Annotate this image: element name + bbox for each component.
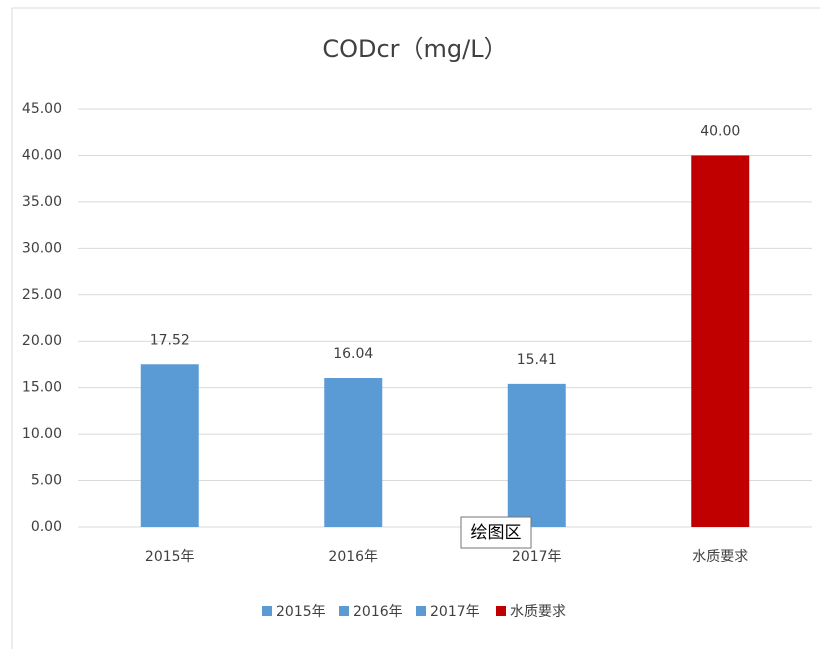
x-tick-label: 2016年 xyxy=(328,549,378,565)
y-tick-label: 15.00 xyxy=(22,380,62,396)
legend-swatch xyxy=(416,606,426,616)
bar xyxy=(691,155,750,527)
bar xyxy=(324,378,383,527)
data-label: 40.00 xyxy=(700,123,740,139)
data-label: 17.52 xyxy=(150,332,190,348)
legend-label: 2015年 xyxy=(276,604,326,620)
legend-swatch xyxy=(262,606,272,616)
legend-label: 2017年 xyxy=(430,604,480,620)
bar xyxy=(507,383,566,527)
y-tick-label: 25.00 xyxy=(22,287,62,303)
y-tick-label: 30.00 xyxy=(22,240,62,256)
y-tick-label: 10.00 xyxy=(22,426,62,442)
tooltip-box xyxy=(460,516,532,549)
y-tick-label: 0.00 xyxy=(31,519,62,535)
y-tick-label: 40.00 xyxy=(22,147,62,163)
legend-label: 2016年 xyxy=(353,604,403,620)
legend-swatch xyxy=(496,606,506,616)
chart-title: CODcr（mg/L） xyxy=(322,35,507,63)
x-tick-label: 2015年 xyxy=(145,549,195,565)
y-tick-label: 35.00 xyxy=(22,194,62,210)
x-tick-label: 2017年 xyxy=(512,549,562,565)
y-tick-label: 45.00 xyxy=(22,101,62,117)
y-tick-label: 20.00 xyxy=(22,333,62,349)
y-tick-label: 5.00 xyxy=(31,473,62,489)
data-label: 15.41 xyxy=(517,352,557,368)
tooltip: 绘图区 xyxy=(471,523,522,543)
x-tick-label: 水质要求 xyxy=(692,549,748,565)
legend-swatch xyxy=(339,606,349,616)
data-label: 16.04 xyxy=(333,346,373,362)
bar xyxy=(140,364,199,527)
legend-label: 水质要求 xyxy=(510,604,566,620)
chart-frame xyxy=(11,7,820,649)
